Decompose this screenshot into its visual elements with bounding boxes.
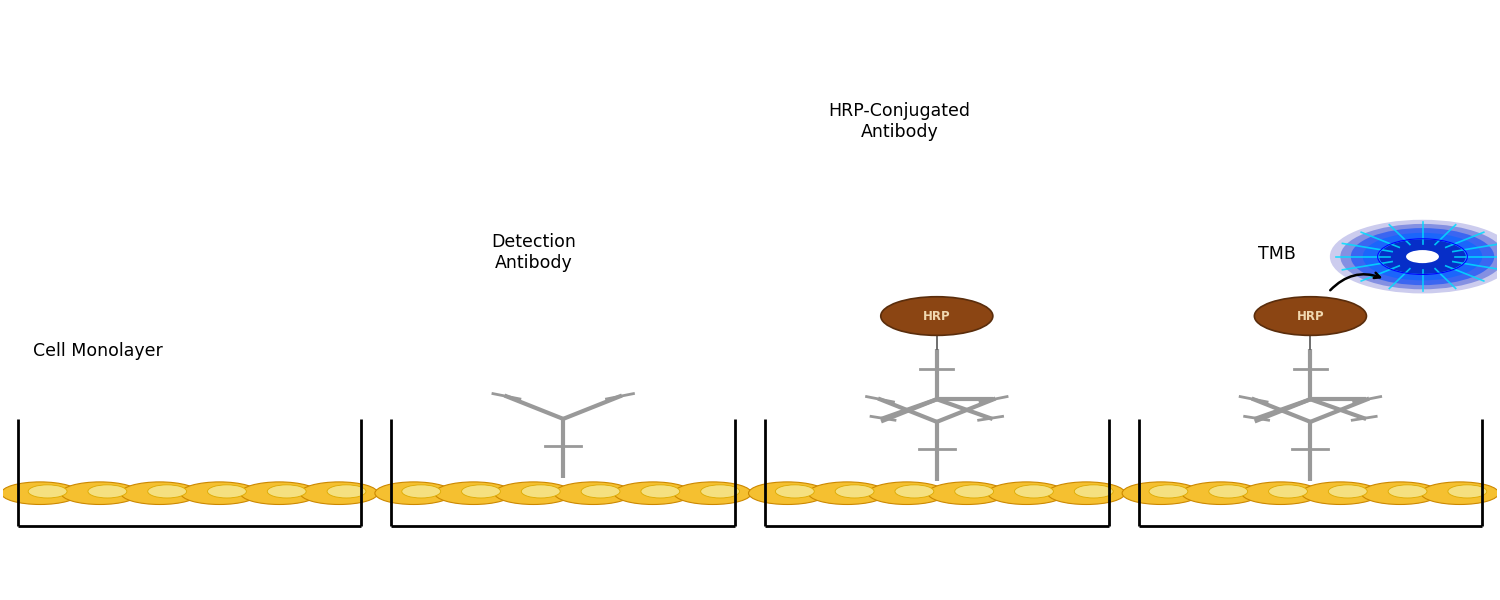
Ellipse shape: [1269, 485, 1308, 498]
Ellipse shape: [896, 485, 934, 498]
Ellipse shape: [1149, 485, 1188, 498]
Ellipse shape: [1242, 482, 1320, 505]
Ellipse shape: [300, 482, 378, 505]
Ellipse shape: [1122, 482, 1200, 505]
Text: HRP-Conjugated
Antibody: HRP-Conjugated Antibody: [828, 102, 971, 141]
Ellipse shape: [928, 482, 1005, 505]
Ellipse shape: [1254, 297, 1366, 335]
Ellipse shape: [700, 485, 740, 498]
Ellipse shape: [147, 485, 186, 498]
Ellipse shape: [880, 297, 993, 335]
Ellipse shape: [88, 485, 128, 498]
Text: Detection
Antibody: Detection Antibody: [490, 233, 576, 272]
Ellipse shape: [522, 485, 560, 498]
Ellipse shape: [808, 482, 886, 505]
Ellipse shape: [987, 482, 1065, 505]
Ellipse shape: [1362, 233, 1482, 280]
Ellipse shape: [267, 485, 306, 498]
Ellipse shape: [954, 485, 993, 498]
Ellipse shape: [1209, 485, 1248, 498]
Ellipse shape: [62, 482, 140, 505]
Ellipse shape: [1352, 228, 1494, 285]
Text: Cell Monolayer: Cell Monolayer: [33, 341, 162, 359]
Ellipse shape: [674, 482, 752, 505]
Text: HRP: HRP: [1296, 310, 1324, 323]
Ellipse shape: [402, 485, 441, 498]
Ellipse shape: [495, 482, 572, 505]
Ellipse shape: [1448, 485, 1486, 498]
Ellipse shape: [1406, 250, 1438, 263]
Text: HRP: HRP: [922, 310, 951, 323]
Ellipse shape: [836, 485, 874, 498]
Ellipse shape: [1378, 239, 1466, 274]
Ellipse shape: [1360, 482, 1438, 505]
Ellipse shape: [1329, 485, 1366, 498]
Ellipse shape: [180, 482, 258, 505]
Ellipse shape: [1420, 482, 1498, 505]
Ellipse shape: [776, 485, 814, 498]
Text: TMB: TMB: [1257, 245, 1296, 263]
Ellipse shape: [1302, 482, 1378, 505]
Ellipse shape: [1377, 239, 1467, 274]
Ellipse shape: [1388, 485, 1426, 498]
Ellipse shape: [1074, 485, 1113, 498]
Ellipse shape: [2, 482, 80, 505]
Ellipse shape: [1014, 485, 1053, 498]
Ellipse shape: [580, 485, 620, 498]
Ellipse shape: [122, 482, 198, 505]
Ellipse shape: [1341, 224, 1500, 289]
Ellipse shape: [614, 482, 692, 505]
Ellipse shape: [748, 482, 827, 505]
Ellipse shape: [327, 485, 366, 498]
Ellipse shape: [868, 482, 946, 505]
Ellipse shape: [1047, 482, 1125, 505]
Ellipse shape: [28, 485, 68, 498]
Ellipse shape: [240, 482, 318, 505]
Ellipse shape: [1182, 482, 1260, 505]
Ellipse shape: [435, 482, 513, 505]
Ellipse shape: [375, 482, 453, 505]
Ellipse shape: [207, 485, 246, 498]
Ellipse shape: [1330, 220, 1500, 293]
Ellipse shape: [554, 482, 632, 505]
Ellipse shape: [462, 485, 501, 498]
Ellipse shape: [640, 485, 680, 498]
